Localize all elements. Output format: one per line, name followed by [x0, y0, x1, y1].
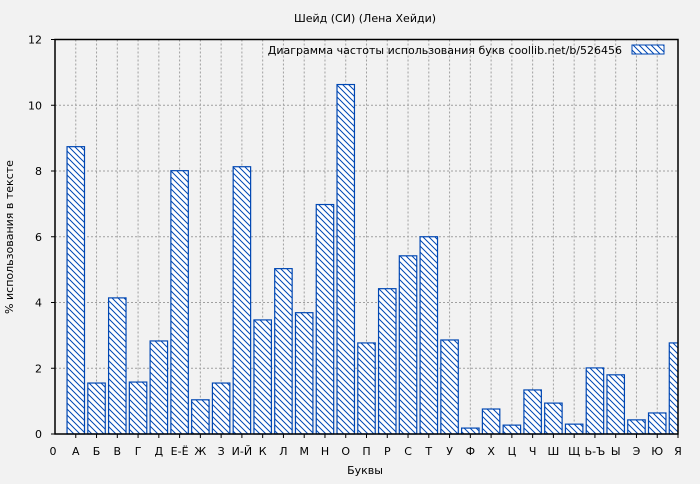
- bar-Э: [627, 419, 646, 435]
- bar-Х: [481, 408, 501, 435]
- y-axis-label: % использования в тексте: [3, 160, 16, 314]
- y-axis: 0 2 4 6 8 10 12: [28, 34, 55, 441]
- x-tick-label: Р: [384, 445, 391, 458]
- legend-swatch: [631, 44, 665, 55]
- bar-Д: [149, 340, 169, 435]
- x-tick-label: Ц: [508, 445, 517, 458]
- x-tick-label: Я: [674, 445, 682, 458]
- bar-Ь-Ъ: [585, 367, 605, 435]
- x-tick-label: Ф: [466, 445, 475, 458]
- y-tick-label: 0: [35, 428, 42, 441]
- bars: [66, 83, 678, 435]
- bar-В: [107, 297, 127, 435]
- bar-Ж: [191, 399, 210, 435]
- chart-title: Шейд (СИ) (Лена Хейди): [294, 12, 436, 25]
- bar-Н: [315, 203, 335, 435]
- y-tick-label: 6: [35, 231, 42, 244]
- x-tick-label: Щ: [568, 445, 580, 458]
- x-tick-label: Б: [93, 445, 101, 458]
- x-tick-label: С: [404, 445, 412, 458]
- x-tick-label: Ю: [651, 445, 663, 458]
- x-tick-label: Х: [487, 445, 495, 458]
- x-tick-label: Е-Ё: [171, 445, 189, 458]
- bar-Щ: [564, 423, 584, 435]
- bar-Б: [87, 382, 106, 435]
- y-tick-label: 2: [35, 362, 42, 375]
- legend-label: Диаграмма частоты использования букв coo…: [268, 44, 622, 57]
- x-tick-label: З: [218, 445, 225, 458]
- bar-Г: [128, 381, 148, 435]
- x-tick-label: Ш: [548, 445, 560, 458]
- bar-Р: [377, 288, 397, 435]
- bar-К: [253, 319, 272, 435]
- x-tick-label: Ы: [611, 445, 621, 458]
- x-tick-label: Э: [633, 445, 641, 458]
- bar-С: [398, 255, 418, 435]
- x-tick-label: Д: [155, 445, 164, 458]
- bar-Ц: [502, 424, 522, 435]
- bar-У: [440, 339, 459, 435]
- bar-О: [336, 83, 356, 435]
- bar-Л: [274, 268, 293, 435]
- x-tick-label: Л: [279, 445, 287, 458]
- bar-Е-Ё: [170, 170, 189, 435]
- x-tick-label: В: [114, 445, 122, 458]
- bar-Ы: [606, 374, 626, 435]
- bar-Ф: [461, 427, 480, 435]
- y-tick-label: 10: [28, 99, 42, 112]
- x-tick-label: Ж: [194, 445, 206, 458]
- x-tick-label: А: [72, 445, 80, 458]
- y-tick-label: 4: [35, 297, 42, 310]
- x-tick-label: У: [446, 445, 453, 458]
- y-tick-label: 12: [28, 34, 42, 47]
- bar-Я: [668, 342, 678, 435]
- x-tick-label: П: [362, 445, 370, 458]
- x-tick-label: Г: [135, 445, 142, 458]
- y-tick-label: 8: [35, 165, 42, 178]
- bar-Ш: [544, 402, 563, 435]
- x-axis: 0 А Б В Г Д Е-Ё Ж З И-Й К Л М Н О П Р С Т У Ф Х Ц Ч Ш Щ Ь-Ъ Ы Э Ю Я: [50, 434, 682, 458]
- x-tick-label: О: [341, 445, 350, 458]
- bar-А: [66, 146, 86, 435]
- bar-Т: [419, 236, 439, 435]
- x-axis-label: Буквы: [347, 464, 383, 477]
- x-tick-label: Т: [424, 445, 432, 458]
- bar-И-Й: [232, 166, 252, 435]
- bar-Ч: [523, 389, 542, 435]
- bar-М: [294, 312, 314, 435]
- bar-З: [211, 382, 231, 435]
- bar-Ю: [647, 412, 667, 435]
- x-tick-label: Ч: [529, 445, 537, 458]
- x-tick-label: И-Й: [232, 445, 252, 458]
- x-tick-label: К: [259, 445, 267, 458]
- x-tick-label: М: [299, 445, 309, 458]
- x-tick-label: Ь-Ъ: [585, 445, 606, 458]
- x-tick-label: 0: [50, 445, 57, 458]
- x-tick-label: Н: [321, 445, 329, 458]
- bar-П: [357, 342, 376, 435]
- legend: Диаграмма частоты использования букв coo…: [268, 44, 665, 57]
